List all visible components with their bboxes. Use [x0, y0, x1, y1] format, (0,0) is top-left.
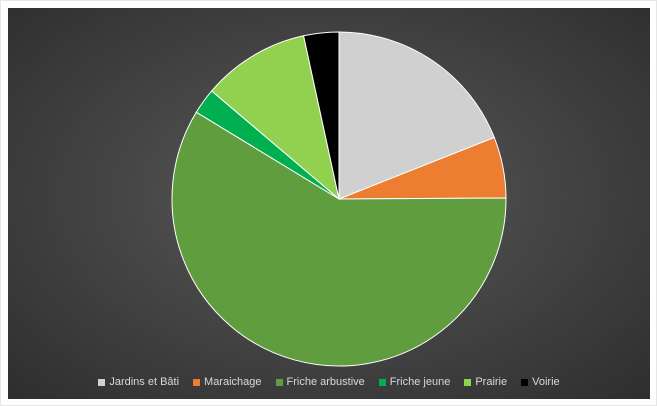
legend-item-maraichage: Maraichage [193, 376, 262, 388]
legend-swatch [521, 378, 529, 386]
chart-area: Jardins et Bâti Maraichage Friche arbustiv… [8, 8, 650, 399]
pie-slice-jardins-et-bati [338, 31, 495, 200]
pie-slices [171, 31, 507, 367]
legend-swatch [275, 378, 283, 386]
legend-item-friche-jeune: Friche jeune [378, 376, 451, 388]
legend-swatch [464, 378, 472, 386]
legend-item-friche-arbustive: Friche arbustive [275, 376, 365, 388]
legend-swatch [193, 378, 201, 386]
legend-item-voirie: Voirie [521, 376, 560, 388]
legend-label: Maraichage [204, 376, 262, 388]
legend-swatch [378, 378, 386, 386]
legend-label: Prairie [475, 376, 508, 388]
legend-label: Friche jeune [389, 376, 451, 388]
legend-swatch [98, 378, 106, 386]
pie-slice-prairie [210, 35, 340, 201]
pie-slice-friche-arbustive [171, 111, 507, 367]
legend-item-jardins-et-bati: Jardins et Bâti [98, 376, 179, 388]
legend-label: Jardins et Bâti [109, 376, 180, 388]
pie-slice-voirie [302, 31, 340, 200]
legend-label: Friche arbustive [286, 376, 365, 388]
legend: Jardins et Bâti Maraichage Friche arbustiv… [8, 376, 650, 388]
legend-label: Voirie [532, 376, 560, 388]
pie-chart [171, 31, 507, 367]
legend-item-prairie: Prairie [464, 376, 507, 388]
